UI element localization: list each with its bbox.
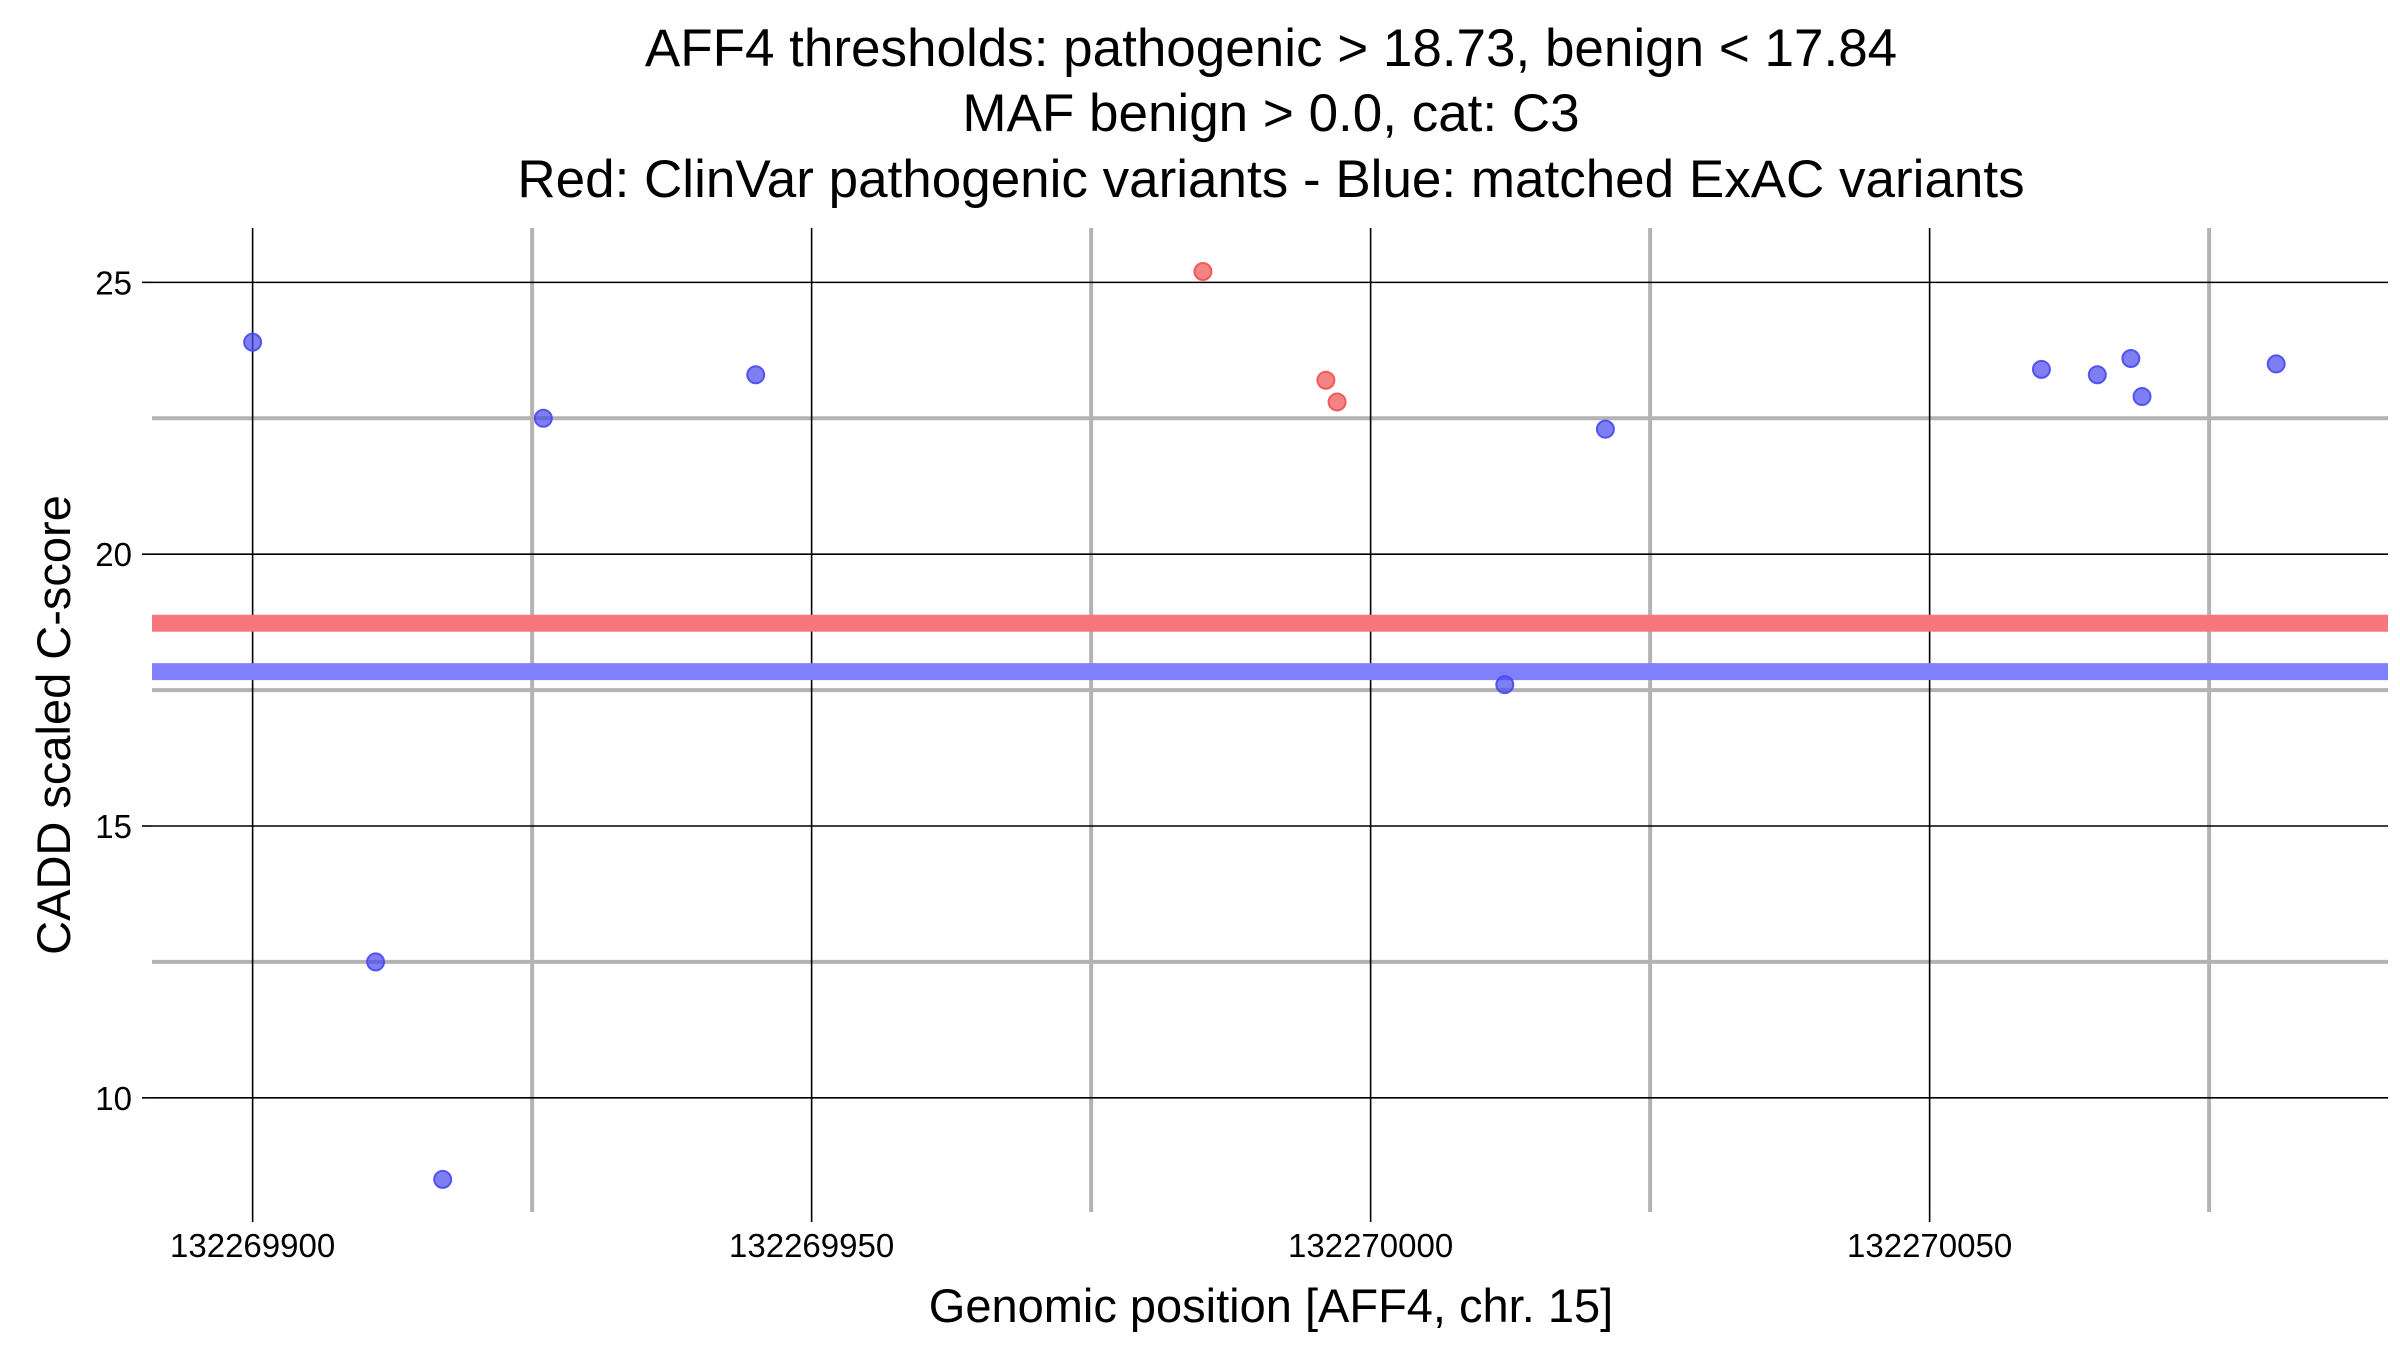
exac-point	[2087, 365, 2107, 385]
exac-point	[433, 1169, 453, 1189]
exac-point	[243, 332, 263, 352]
chart-title: AFF4 thresholds: pathogenic > 18.73, ben…	[517, 19, 2024, 209]
x-tick-label: 132269900	[170, 1227, 335, 1264]
title-line-2: MAF benign > 0.0, cat: C3	[962, 84, 1579, 143]
y-tick-label: 20	[95, 536, 132, 573]
x-tick-label: 132270000	[1288, 1227, 1453, 1264]
minor-gridlines	[152, 228, 2388, 1212]
exac-point	[1595, 419, 1615, 439]
y-axis: 10 15 20 25	[95, 264, 152, 1117]
exac-point	[2031, 359, 2051, 379]
x-axis: 132269900 132269950 132270000 132270050	[170, 1212, 2012, 1264]
x-tick-label: 132269950	[729, 1227, 894, 1264]
x-axis-title: Genomic position [AFF4, chr. 15]	[929, 1279, 1613, 1332]
title-line-3: Red: ClinVar pathogenic variants - Blue:…	[517, 150, 2024, 209]
pathogenic-point	[1316, 370, 1336, 390]
pathogenic-point	[1193, 261, 1213, 281]
pathogenic-point	[1327, 392, 1347, 412]
exac-point	[1495, 675, 1515, 695]
exac-point	[2121, 348, 2141, 368]
data-points	[243, 261, 2286, 1189]
y-axis-title: CADD scaled C-score	[27, 495, 80, 955]
y-tick-label: 15	[95, 808, 132, 845]
threshold-lines	[152, 614, 2388, 681]
exac-point	[746, 365, 766, 385]
title-line-1: AFF4 thresholds: pathogenic > 18.73, ben…	[645, 19, 1897, 78]
y-tick-label: 25	[95, 264, 132, 301]
y-tick-label: 10	[95, 1080, 132, 1117]
exac-point	[2132, 387, 2152, 407]
major-gridlines	[152, 228, 2388, 1212]
exac-point	[366, 952, 386, 972]
exac-point	[2266, 354, 2286, 374]
exac-point	[533, 408, 553, 428]
x-tick-label: 132270050	[1847, 1227, 2012, 1264]
